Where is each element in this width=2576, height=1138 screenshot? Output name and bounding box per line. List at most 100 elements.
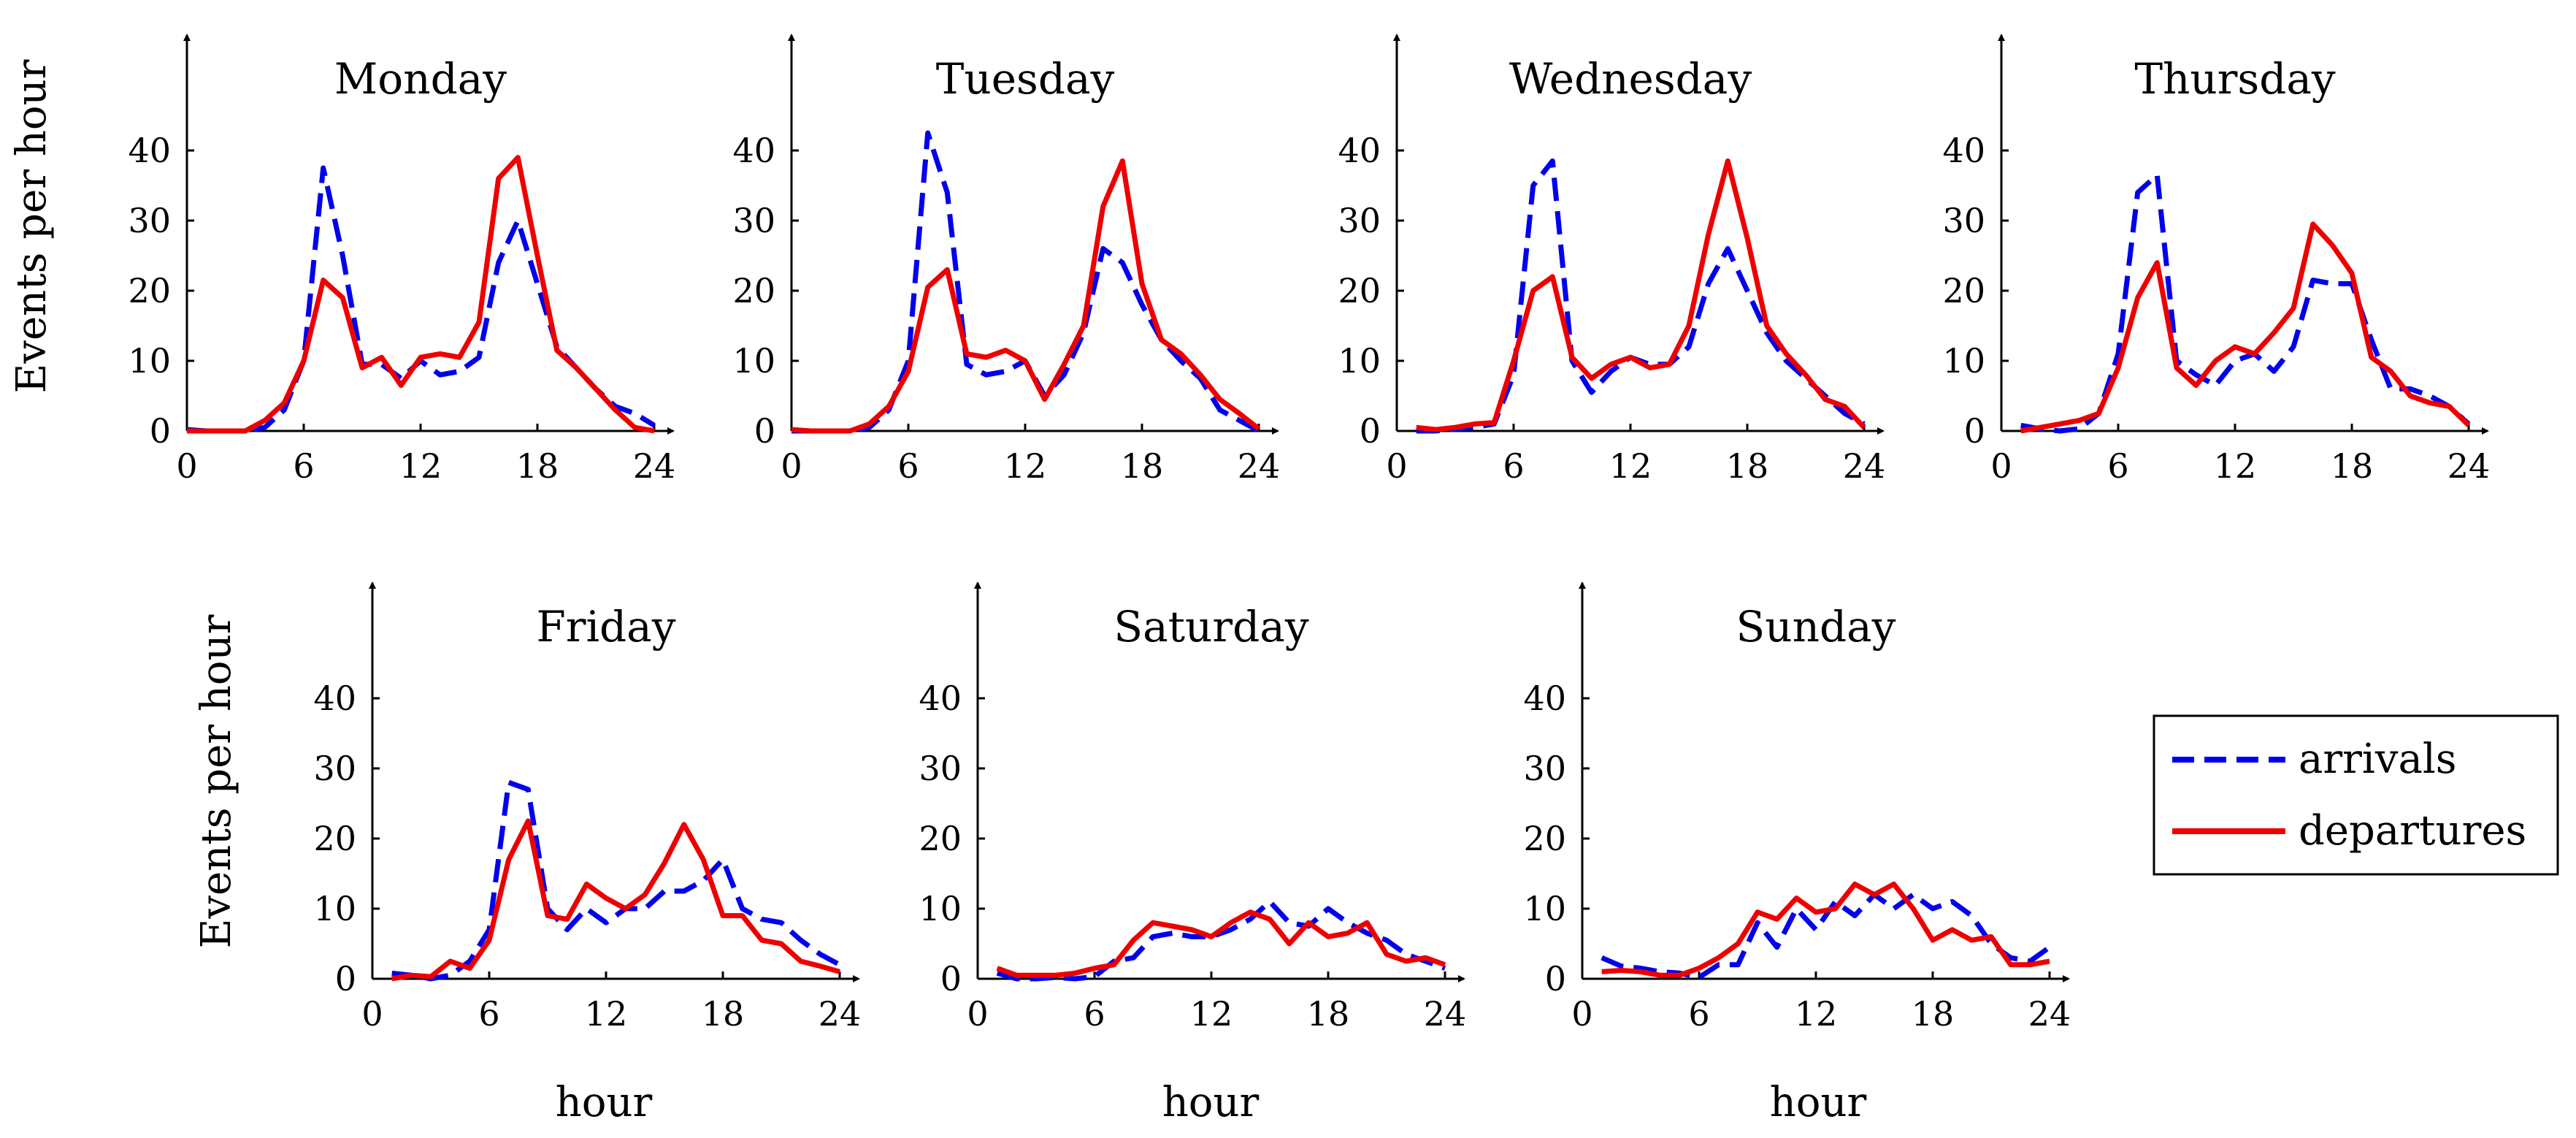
x-tick-label-friday-24: 24 [819,994,862,1034]
x-tick-label-friday-18: 18 [702,994,745,1034]
series-line-wednesday-arrivals [1416,158,1866,434]
x-tick-label-friday-12: 12 [585,994,628,1034]
x-tick-label-saturday-24: 24 [1424,994,1467,1034]
x-tick-label-sunday-6: 6 [1688,994,1709,1034]
ylabel-bottom-row: Events per hour [193,614,240,948]
x-tick-label-wednesday-18: 18 [1726,446,1769,486]
y-tick-label-saturday-30: 30 [919,749,962,788]
x-tick-label-monday-18: 18 [516,446,559,486]
panel-sunday: Sunday 0 6 12 18 24 0 10 20 30 40 [1523,581,2071,1034]
y-tick-label-friday-40: 40 [313,679,356,718]
series-line-saturday-departures [996,909,1446,978]
panel-friday: Friday 0 6 12 18 24 0 10 20 30 40 [313,581,862,1034]
y-tick-label-friday-20: 20 [313,819,356,858]
series-line-tuesday-departures [791,158,1261,434]
series-line-friday-arrivals [391,779,841,982]
x-tick-label-friday-0: 0 [361,994,383,1034]
x-tick-label-tuesday-24: 24 [1238,446,1281,486]
x-tick-label-thursday-24: 24 [2447,446,2491,486]
xlabel-friday: hour [556,1079,653,1126]
legend-box [2153,714,2559,876]
y-tick-label-wednesday-10: 10 [1338,341,1381,381]
x-tick-label-tuesday-18: 18 [1121,446,1164,486]
y-tick-label-saturday-40: 40 [919,679,962,718]
x-tick-label-thursday-0: 0 [1990,446,2012,486]
panel-wednesday: Wednesday 0 6 12 18 24 0 10 20 30 40 [1338,34,1886,486]
y-tick-label-friday-0: 0 [335,959,356,998]
y-tick-label-monday-30: 30 [128,201,171,240]
panel-monday: Monday 0 6 12 18 24 0 10 20 30 40 [128,34,676,486]
x-tick-label-sunday-18: 18 [1912,994,1955,1034]
y-tick-label-wednesday-30: 30 [1338,201,1381,240]
panel-title-friday: Friday [537,602,676,652]
y-tick-label-wednesday-20: 20 [1338,271,1381,310]
series-line-thursday-arrivals [2020,172,2471,434]
y-tick-label-tuesday-20: 20 [732,271,775,310]
x-tick-label-tuesday-6: 6 [897,446,919,486]
y-tick-label-tuesday-30: 30 [732,201,775,240]
xlabel-saturday: hour [1162,1079,1260,1126]
x-tick-label-thursday-6: 6 [2107,446,2128,486]
panels: Monday 0 6 12 18 24 0 10 20 30 40 Tuesday 0 6 12 18 24 0 1… [128,34,2491,1034]
y-tick-label-tuesday-10: 10 [732,341,775,381]
x-tick-label-sunday-0: 0 [1571,994,1592,1034]
y-tick-label-thursday-10: 10 [1942,341,1985,381]
x-tick-label-saturday-12: 12 [1190,994,1233,1034]
x-tick-label-thursday-12: 12 [2214,446,2257,486]
x-tick-label-monday-24: 24 [633,446,676,486]
y-tick-label-sunday-40: 40 [1523,679,1566,718]
series-line-wednesday-departures [1416,158,1866,432]
x-tick-label-thursday-18: 18 [2331,446,2374,486]
x-tick-label-saturday-18: 18 [1307,994,1350,1034]
x-tick-label-sunday-12: 12 [1795,994,1838,1034]
y-tick-label-sunday-20: 20 [1523,819,1566,858]
x-tick-label-saturday-0: 0 [967,994,988,1034]
panel-tuesday: Tuesday 0 6 12 18 24 0 10 20 30 40 [732,34,1281,486]
y-tick-label-thursday-30: 30 [1942,201,1985,240]
panel-saturday: Saturday 0 6 12 18 24 0 10 20 30 40 [919,581,1467,1034]
x-tick-label-wednesday-12: 12 [1609,446,1652,486]
x-tick-label-monday-6: 6 [293,446,314,486]
series-line-thursday-departures [2020,221,2471,434]
x-tick-label-tuesday-12: 12 [1004,446,1047,486]
x-tick-label-wednesday-24: 24 [1843,446,1886,486]
series-line-tuesday-arrivals [791,130,1260,434]
legend: arrivals departures [2153,714,2559,876]
y-tick-label-tuesday-0: 0 [754,411,775,451]
y-tick-label-monday-0: 0 [150,411,171,451]
legend-arrivals-label: arrivals [2299,736,2457,783]
y-tick-label-thursday-0: 0 [1964,411,1985,451]
x-tick-label-monday-12: 12 [399,446,442,486]
panel-thursday: Thursday 0 6 12 18 24 0 10 20 30 40 [1942,34,2491,486]
y-tick-label-friday-10: 10 [313,889,356,928]
y-tick-label-wednesday-40: 40 [1338,131,1381,170]
panel-title-sunday: Sunday [1736,602,1896,652]
panel-title-saturday: Saturday [1113,602,1308,652]
series-line-sunday-departures [1601,881,2050,978]
xlabel-sunday: hour [1770,1079,1867,1126]
y-tick-label-thursday-40: 40 [1942,131,1985,170]
panel-title-tuesday: Tuesday [936,54,1115,104]
y-tick-label-tuesday-40: 40 [732,131,775,170]
x-tick-label-sunday-24: 24 [2028,994,2071,1034]
y-tick-label-monday-10: 10 [128,341,171,381]
y-tick-label-saturday-0: 0 [940,959,962,998]
y-tick-label-monday-40: 40 [128,131,171,170]
panel-title-monday: Monday [334,54,507,104]
x-tick-label-wednesday-6: 6 [1503,446,1524,486]
y-tick-label-wednesday-0: 0 [1360,411,1381,451]
series-line-friday-departures [391,818,840,982]
x-tick-label-monday-0: 0 [176,446,197,486]
panel-title-wednesday: Wednesday [1509,54,1752,104]
panel-title-thursday: Thursday [2134,54,2336,104]
x-tick-label-saturday-6: 6 [1084,994,1105,1034]
y-tick-label-sunday-10: 10 [1523,889,1566,928]
x-tick-label-friday-6: 6 [478,994,499,1034]
ylabel-top-row: Events per hour [8,59,55,393]
series-line-saturday-arrivals [996,898,1446,982]
y-tick-label-thursday-20: 20 [1942,271,1985,310]
legend-departures-label: departures [2299,807,2526,855]
y-tick-label-monday-20: 20 [128,271,171,310]
